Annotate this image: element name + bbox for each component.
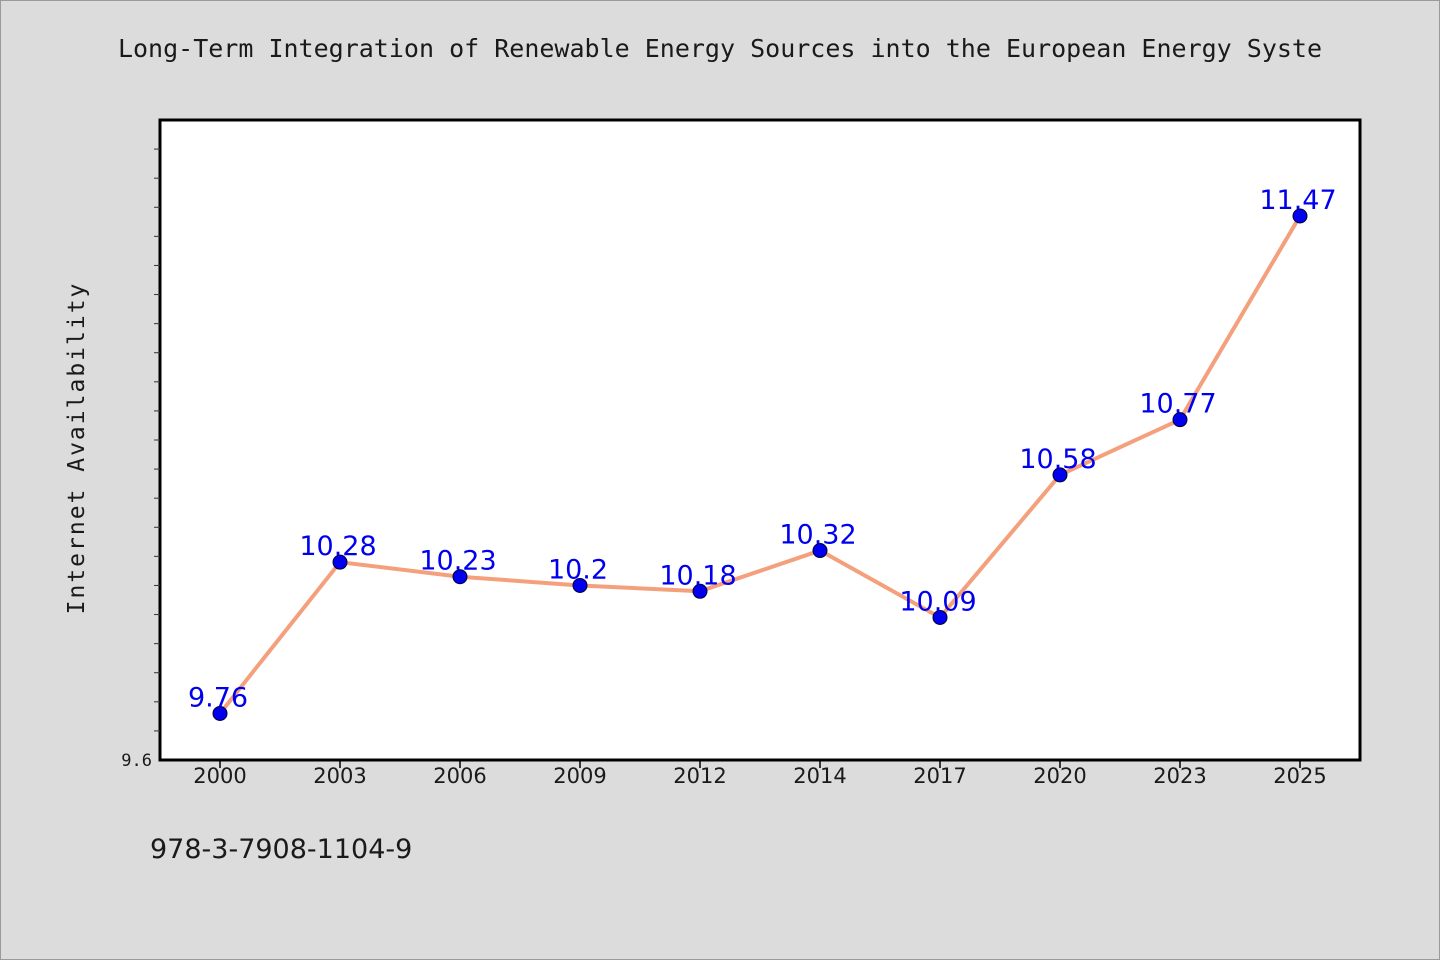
- data-label: 11.47: [1259, 185, 1336, 216]
- data-point: [452, 569, 468, 585]
- x-tick-label: 2020: [1033, 764, 1086, 788]
- y-tick-label: 9.6: [121, 751, 152, 771]
- data-label: 10.18: [659, 560, 736, 591]
- chart-title: Long-Term Integration of Renewable Energ…: [117, 34, 1323, 63]
- data-label: 10.28: [299, 531, 376, 562]
- plot-area: [158, 118, 1362, 762]
- x-tick-label: 2025: [1273, 764, 1326, 788]
- data-label: 10.09: [899, 586, 976, 617]
- x-tick-label: 2000: [193, 764, 246, 788]
- x-tick-label: 2003: [313, 764, 366, 788]
- series-line: [218, 214, 1302, 715]
- data-label: 9.76: [188, 682, 248, 713]
- data-label: 10.23: [419, 546, 496, 577]
- x-tick-label: 2009: [553, 764, 606, 788]
- data-label: 10.32: [779, 520, 856, 551]
- data-point: [932, 609, 948, 625]
- data-point: [1052, 467, 1068, 483]
- data-point: [212, 705, 228, 721]
- data-label: 10.77: [1139, 389, 1216, 420]
- x-tick-label: 2023: [1153, 764, 1206, 788]
- x-tick-label: 2017: [913, 764, 966, 788]
- y-axis-label: Internet Availability: [64, 282, 90, 615]
- footer-code: 978-3-7908-1104-9: [150, 834, 413, 865]
- x-tick-label: 2006: [433, 764, 486, 788]
- data-point: [332, 554, 348, 570]
- x-tick-label: 2012: [673, 764, 726, 788]
- data-label: 10.2: [548, 554, 608, 585]
- data-point: [692, 583, 708, 599]
- data-label: 10.58: [1019, 444, 1096, 475]
- data-point: [572, 577, 588, 593]
- data-point: [1292, 208, 1308, 224]
- x-tick-label: 2014: [793, 764, 846, 788]
- data-point: [812, 543, 828, 559]
- data-point: [1172, 412, 1188, 428]
